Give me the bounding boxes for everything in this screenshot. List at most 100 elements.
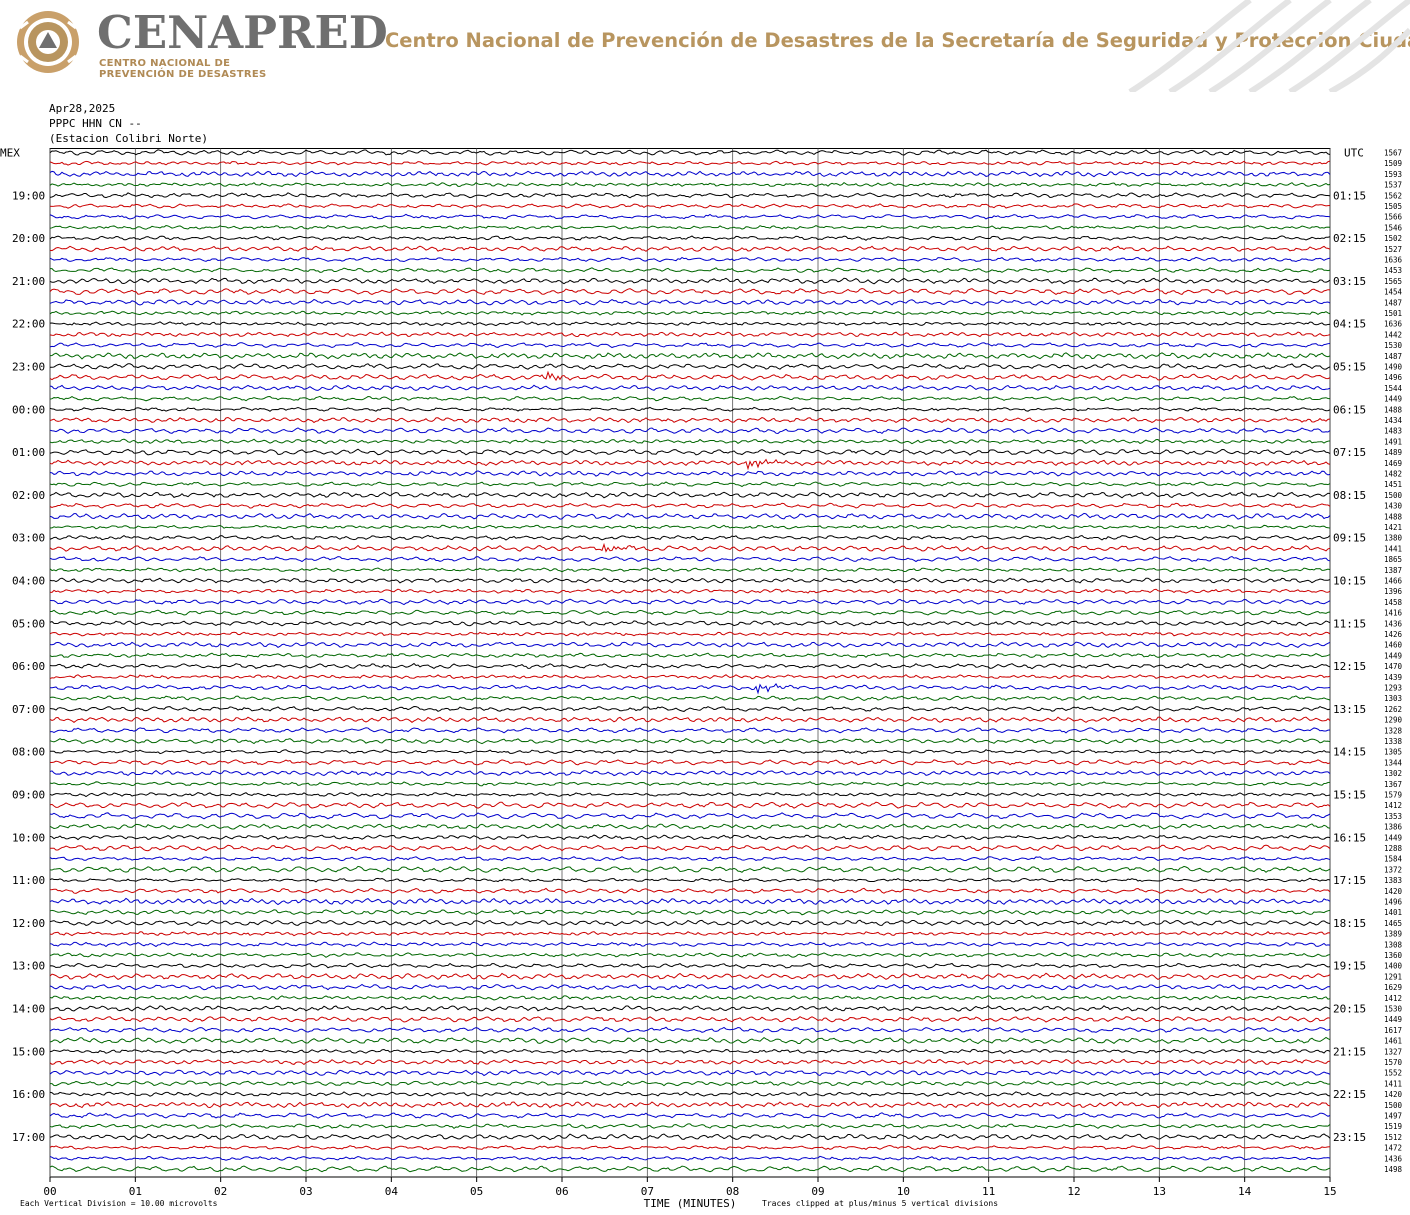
seismic-trace [49, 481, 1331, 488]
trace-value-label: 1544 [1384, 384, 1403, 393]
trace-value-label: 1436 [1384, 619, 1403, 628]
trace-value-label: 1461 [1384, 1037, 1402, 1046]
trace-value-label: 1500 [1384, 491, 1403, 500]
right-hour-label: 15:15 [1333, 789, 1366, 802]
seismic-trace [49, 1165, 1331, 1173]
seismic-trace [49, 897, 1331, 906]
channel-code: PPPC HHN CN -- [49, 117, 142, 130]
trace-value-label: 1629 [1384, 983, 1402, 992]
seismic-trace [49, 491, 1331, 499]
left-hour-label: 14:00 [12, 1003, 45, 1016]
seismic-trace [49, 683, 1331, 695]
seismic-trace [49, 342, 1331, 349]
seismic-trace [49, 458, 1331, 471]
trace-value-label: 1570 [1384, 1058, 1403, 1067]
trace-value-label: 1430 [1384, 502, 1403, 511]
right-hour-label: 04:15 [1333, 318, 1366, 331]
trace-value-label: 1442 [1384, 330, 1402, 339]
seismic-trace [49, 224, 1331, 230]
header-banner: CENAPRED CENTRO NACIONAL DE PREVENCIÓN D… [0, 0, 1410, 92]
seismic-trace [49, 567, 1331, 573]
trace-value-label: 1360 [1384, 951, 1403, 960]
seismic-trace [49, 995, 1331, 1001]
left-hour-label: 05:00 [12, 617, 45, 630]
trace-value-label: 1489 [1384, 448, 1402, 457]
seismic-trace [49, 1016, 1331, 1023]
left-hour-label: 20:00 [12, 232, 45, 245]
trace-value-label: 1470 [1384, 662, 1403, 671]
trace-value-label: 1497 [1384, 1112, 1402, 1121]
time-grid [49, 148, 1331, 1182]
seismic-trace [49, 395, 1331, 402]
trace-value-label: 1412 [1384, 994, 1402, 1003]
trace-value-label: 1546 [1384, 223, 1403, 232]
trace-value-label: 1490 [1384, 363, 1403, 372]
left-hour-label: 04:00 [12, 575, 45, 588]
trace-value-label: 1416 [1384, 609, 1403, 618]
trace-value-label: 1453 [1384, 266, 1402, 275]
trace-value-label: 1552 [1384, 1069, 1402, 1078]
trace-value-label: 1527 [1384, 245, 1402, 254]
seismic-trace [49, 1080, 1331, 1087]
seismic-trace [49, 502, 1331, 509]
trace-value-label: 1386 [1384, 823, 1403, 832]
right-hour-label: 13:15 [1333, 703, 1366, 716]
right-hour-label: 16:15 [1333, 831, 1366, 844]
left-hour-label: 16:00 [12, 1088, 45, 1101]
logo-subtitle-line2: PREVENCIÓN DE DESASTRES [99, 69, 267, 80]
header-title: Centro Nacional de Prevención de Desastr… [385, 29, 1410, 52]
trace-value-label: 1338 [1384, 737, 1403, 746]
x-tick-label: 08 [726, 1185, 739, 1198]
seismic-trace [49, 844, 1331, 852]
seismic-trace [49, 235, 1331, 241]
trace-value-label: 1449 [1384, 651, 1402, 660]
left-hour-label: 00:00 [12, 403, 45, 416]
seismic-trace [49, 448, 1331, 456]
trace-value-label: 1617 [1384, 1026, 1402, 1035]
seismic-trace [49, 919, 1331, 927]
trace-value-label: 1449 [1384, 1015, 1402, 1024]
left-hour-label: 08:00 [12, 746, 45, 759]
trace-value-label: 1302 [1384, 769, 1402, 778]
trace-value-label: 1401 [1384, 908, 1402, 917]
trace-value-label: 1420 [1384, 887, 1403, 896]
trace-value-label: 1530 [1384, 341, 1403, 350]
trace-value-label: 1496 [1384, 373, 1403, 382]
seismic-trace [49, 256, 1331, 263]
left-hour-label: 22:00 [12, 318, 45, 331]
trace-value-label: 1498 [1384, 1165, 1403, 1174]
trace-value-label: 1449 [1384, 833, 1402, 842]
left-hour-label: 13:00 [12, 960, 45, 973]
x-tick-label: 12 [1067, 1185, 1080, 1198]
seismic-trace [49, 427, 1331, 435]
footer-scale-note: Each Vertical Division = 10.00 microvolt… [20, 1199, 218, 1208]
x-tick-label: 11 [982, 1185, 995, 1198]
seismic-trace [49, 706, 1331, 712]
seismic-trace [49, 1048, 1331, 1055]
right-hour-label: 01:15 [1333, 189, 1366, 202]
trace-value-label: 1512 [1384, 1133, 1402, 1142]
seismic-trace [49, 887, 1331, 894]
seismic-trace [49, 512, 1331, 520]
seismic-trace [49, 609, 1331, 616]
logo-subtitle-line1: CENTRO NACIONAL DE [99, 58, 231, 69]
trace-value-label: 1469 [1384, 459, 1402, 468]
trace-value-label: 1488 [1384, 405, 1403, 414]
left-hour-label: 09:00 [12, 789, 45, 802]
record-date: Apr28,2025 [49, 102, 116, 115]
seismic-trace [49, 791, 1331, 798]
right-hour-label: 10:15 [1333, 575, 1366, 588]
trace-value-label: 1483 [1384, 427, 1402, 436]
left-hour-label: 11:00 [12, 874, 45, 887]
seismic-trace [49, 245, 1331, 252]
trace-value-label: 1288 [1384, 844, 1403, 853]
seismic-trace [49, 370, 1331, 382]
trace-value-label: 1353 [1384, 812, 1402, 821]
trace-value-label: 1472 [1384, 1144, 1402, 1153]
left-hour-label: 12:00 [12, 917, 45, 930]
seismic-trace [49, 534, 1331, 541]
trace-value-label: 1400 [1384, 962, 1403, 971]
right-hour-label: 21:15 [1333, 1045, 1366, 1058]
seismic-trace [49, 1026, 1331, 1033]
x-tick-label: 02 [214, 1185, 227, 1198]
